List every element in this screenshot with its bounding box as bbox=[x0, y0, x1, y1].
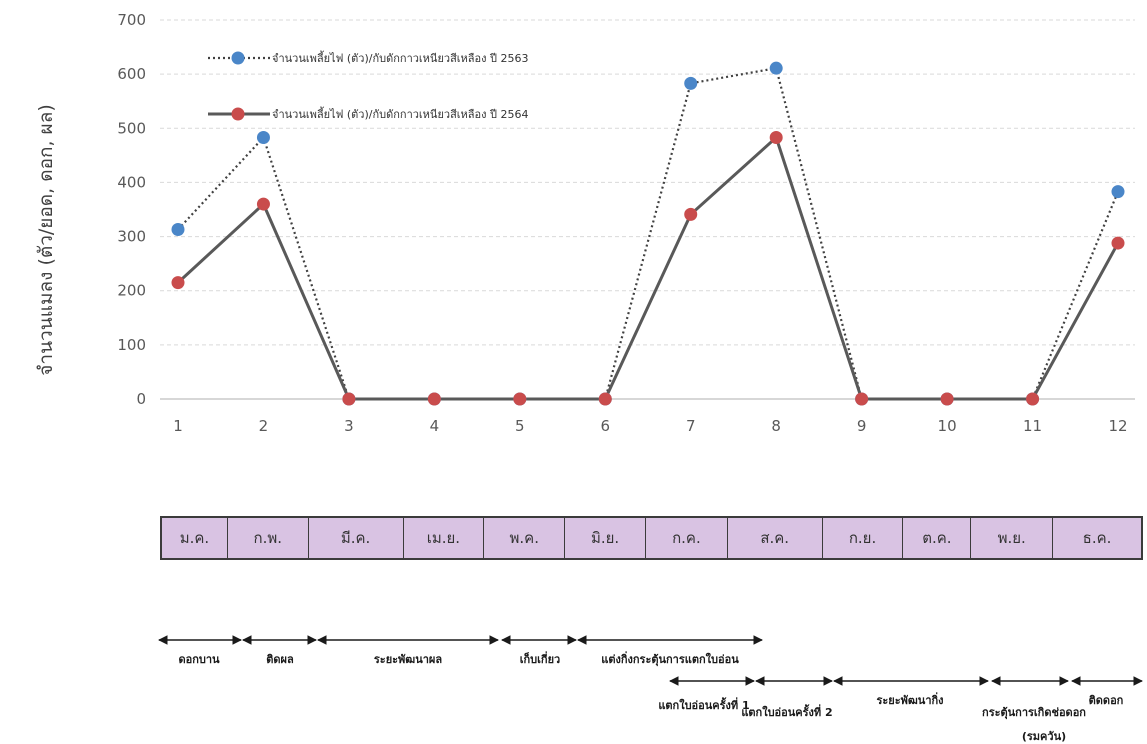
data-point-s0-x12 bbox=[1111, 185, 1125, 199]
legend-entry-2564: จำนวนเพลี้ยไฟ (ตัว)/กับดักกาวเหนียวสีเหล… bbox=[208, 106, 529, 121]
data-point-s1-x6 bbox=[598, 392, 612, 406]
phase-label: ระยะพัฒนาผล bbox=[374, 653, 442, 666]
data-point-s0-x1 bbox=[171, 223, 185, 237]
y-tick-label: 0 bbox=[136, 390, 146, 408]
data-point-s1-x9 bbox=[855, 392, 869, 406]
month-cell: มิ.ย. bbox=[565, 518, 646, 558]
legend-marker-2564 bbox=[231, 107, 245, 121]
phase-label: (รมควัน) bbox=[1022, 730, 1066, 743]
y-axis-ticks: 0 100 200 300 400 500 600 700 bbox=[117, 11, 146, 408]
phase-label: กระตุ้นการเกิดช่อดอก bbox=[982, 706, 1086, 720]
data-point-s1-x2 bbox=[256, 197, 270, 211]
x-tick-label: 2 bbox=[259, 417, 269, 435]
series-line-0 bbox=[177, 66, 1120, 401]
phase-arrows bbox=[158, 635, 1143, 686]
month-cell: ส.ค. bbox=[728, 518, 823, 558]
month-cell: ก.พ. bbox=[228, 518, 309, 558]
x-tick-label: 3 bbox=[344, 417, 354, 435]
data-point-s0-x8 bbox=[769, 61, 783, 75]
y-axis-label: จำนวนแมลง (ตัว/ยอด, ดอก, ผล) bbox=[35, 104, 57, 375]
phase-label: แตกใบอ่อนครั้งที่ 1 bbox=[658, 697, 749, 712]
x-axis-ticks: 1 2 3 4 5 6 7 8 9 10 11 12 bbox=[173, 417, 1127, 435]
data-point-s1-x7 bbox=[684, 207, 698, 221]
x-tick-label: 11 bbox=[1023, 417, 1042, 435]
x-tick-label: 6 bbox=[600, 417, 610, 435]
data-point-s1-x3 bbox=[342, 392, 356, 406]
month-cell: มี.ค. bbox=[309, 518, 404, 558]
x-tick-label: 4 bbox=[430, 417, 440, 435]
series-lines bbox=[176, 66, 1120, 401]
month-cell: ม.ค. bbox=[162, 518, 228, 558]
legend: จำนวนเพลี้ยไฟ (ตัว)/กับดักกาวเหนียวสีเหล… bbox=[208, 50, 529, 121]
phase-label: ระยะพัฒนากิ่ง bbox=[876, 692, 943, 707]
x-tick-label: 7 bbox=[686, 417, 696, 435]
data-point-s1-x1 bbox=[171, 276, 185, 290]
data-point-s1-x10 bbox=[940, 392, 954, 406]
month-cell: ก.ค. bbox=[646, 518, 728, 558]
y-tick-label: 400 bbox=[117, 173, 146, 191]
legend-label-2563: จำนวนเพลี้ยไฟ (ตัว)/กับดักกาวเหนียวสีเหล… bbox=[272, 50, 529, 65]
data-point-s1-x12 bbox=[1111, 236, 1125, 250]
month-cell: ธ.ค. bbox=[1082, 529, 1112, 547]
legend-label-2564: จำนวนเพลี้ยไฟ (ตัว)/กับดักกาวเหนียวสีเหล… bbox=[272, 106, 529, 121]
phase-label: แตกใบอ่อนครั้งที่ 2 bbox=[741, 704, 832, 719]
x-tick-label: 9 bbox=[857, 417, 867, 435]
month-cell: พ.ค. bbox=[484, 518, 566, 558]
month-cell: ต.ค. bbox=[903, 518, 972, 558]
data-point-s1-x8 bbox=[769, 130, 783, 144]
x-tick-label: 10 bbox=[938, 417, 957, 435]
legend-marker-2563 bbox=[231, 51, 245, 65]
month-bar: ม.ค. ก.พ. มี.ค. เม.ย. พ.ค. มิ.ย. ก.ค. ส.ค. ก.ย. ต… bbox=[160, 516, 1143, 560]
phase-label: แต่งกิ่งกระตุ้นการแตกใบอ่อน bbox=[601, 651, 739, 667]
phase-label: เก็บเกี่ยว bbox=[520, 651, 560, 666]
phase-labels: ดอกบาน ติดผล ระยะพัฒนาผล เก็บเกี่ยว แต่งกิ่ง… bbox=[178, 651, 1123, 743]
data-point-s1-x11 bbox=[1026, 392, 1040, 406]
phase-label: ติดดอก bbox=[1089, 694, 1124, 707]
x-tick-label: 12 bbox=[1108, 417, 1127, 435]
data-point-s1-x4 bbox=[427, 392, 441, 406]
x-tick-label: 8 bbox=[771, 417, 781, 435]
y-tick-label: 700 bbox=[117, 11, 146, 29]
x-tick-label: 5 bbox=[515, 417, 525, 435]
data-point-s0-x7 bbox=[684, 76, 698, 90]
data-point-s0-x2 bbox=[256, 130, 270, 144]
month-cell: เม.ย. bbox=[404, 518, 485, 558]
y-tick-label: 600 bbox=[117, 65, 146, 83]
y-tick-label: 300 bbox=[117, 228, 146, 246]
y-tick-label: 100 bbox=[117, 336, 146, 354]
phase-label: ดอกบาน bbox=[178, 653, 220, 666]
y-tick-label: 500 bbox=[117, 119, 146, 137]
data-point-s1-x5 bbox=[513, 392, 527, 406]
series-line-1 bbox=[176, 134, 1120, 401]
month-cell: ก.ย. bbox=[823, 518, 904, 558]
gridlines bbox=[160, 19, 1135, 400]
y-tick-label: 200 bbox=[117, 282, 146, 300]
x-tick-label: 1 bbox=[173, 417, 183, 435]
legend-entry-2563: จำนวนเพลี้ยไฟ (ตัว)/กับดักกาวเหนียวสีเหล… bbox=[208, 50, 529, 65]
month-cell: พ.ย. bbox=[971, 518, 1054, 558]
phase-label: ติดผล bbox=[266, 653, 294, 666]
series-markers bbox=[171, 61, 1125, 406]
